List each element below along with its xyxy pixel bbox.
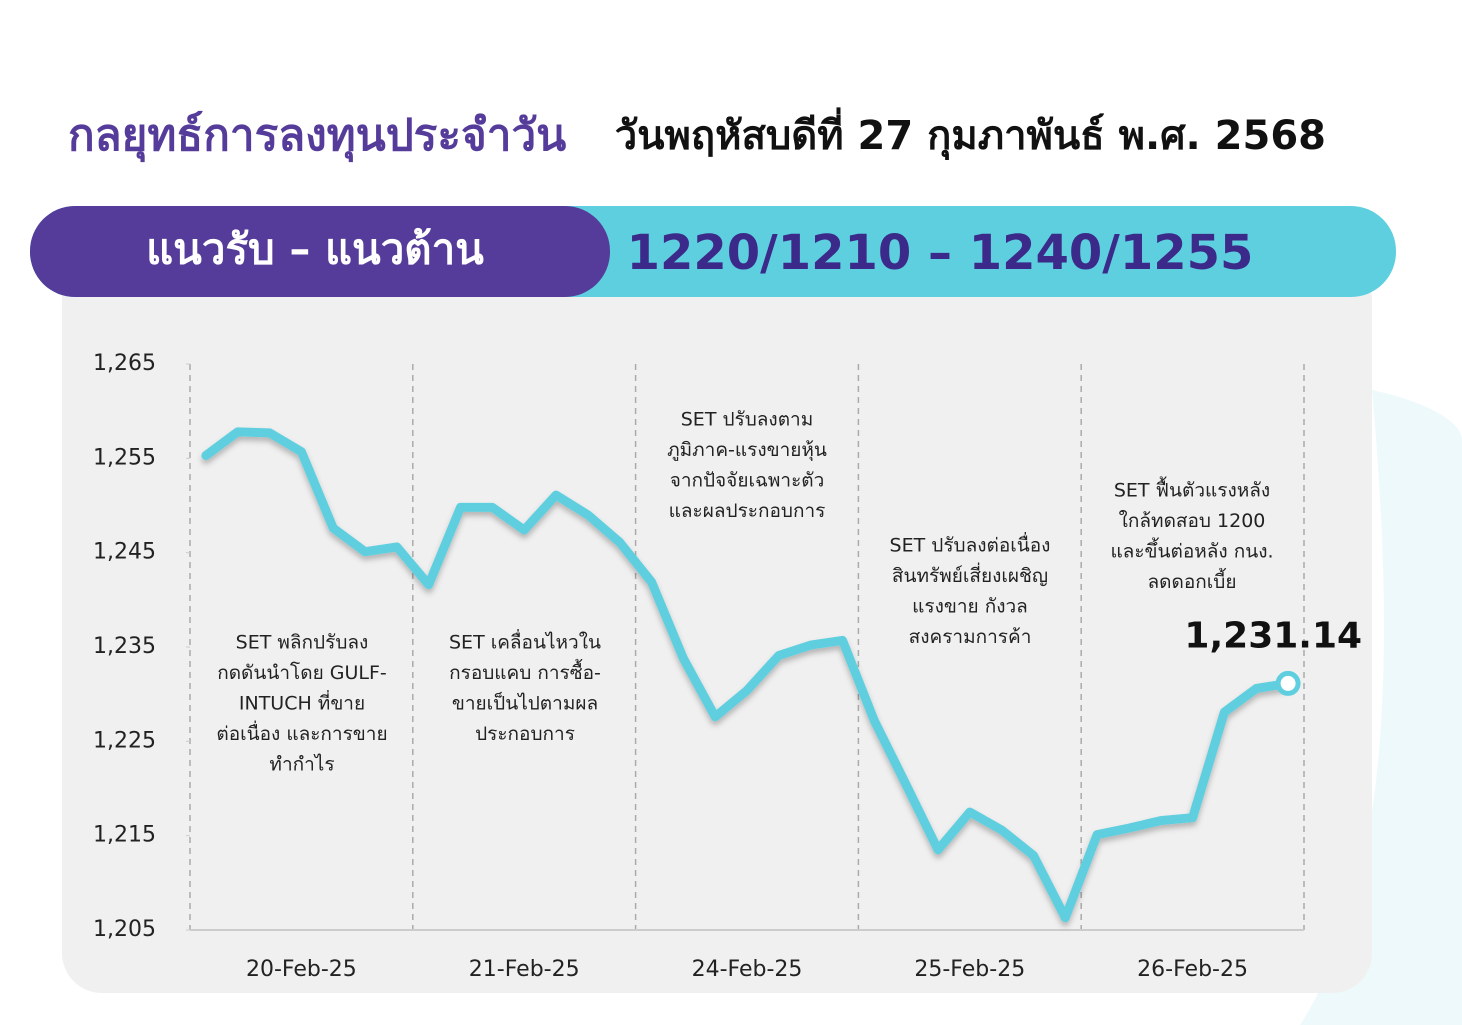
end-marker (1275, 670, 1301, 696)
annotation: ภูมิภาค-แรงขายหุ้น (667, 439, 827, 462)
annotation: กดดันนำโดย GULF- (217, 661, 387, 684)
annotation: ลดดอกเบี้ย (1148, 568, 1237, 593)
annotation: SET ฟื้นตัวแรงหลัง (1114, 477, 1270, 502)
band-value: 1220/1210 – 1240/1255 (627, 225, 1254, 281)
band-left (30, 206, 610, 297)
y-tick-label: 1,235 (93, 634, 156, 659)
x-tick-label: 25-Feb-25 (914, 957, 1025, 982)
value-label: 1,231.14 (1184, 615, 1362, 656)
date: วันพฤหัสบดีที่ 27 กุมภาพันธ์ พ.ศ. 2568 (615, 107, 1326, 161)
band-label: แนวรับ – แนวต้าน (146, 225, 484, 274)
x-tick-label: 26-Feb-25 (1137, 957, 1248, 982)
annotation: SET เคลื่อนไหวใน (449, 629, 601, 654)
decor (1300, 390, 1462, 1025)
annotation: SET พลิกปรับลง (236, 632, 369, 654)
annotation: จากปัจจัยเฉพาะตัว (670, 470, 825, 492)
annotation: ประกอบการ (475, 723, 575, 745)
line (201, 427, 1293, 923)
annotation: สงครามการค้า (909, 626, 1032, 648)
y-tick-label: 1,265 (93, 351, 156, 376)
annotation: แรงขาย กังวล (912, 596, 1028, 618)
y-tick-label: 1,245 (93, 540, 156, 565)
plot-panel (62, 260, 1372, 993)
annotation: สินทรัพย์เสี่ยงเผชิญ (892, 562, 1048, 587)
annotation: SET ปรับลงตาม (681, 409, 814, 431)
y-tick-label: 1,205 (93, 917, 156, 942)
annotation: กรอบแคบ การซื้อ- (449, 659, 601, 684)
x-tick-label: 21-Feb-25 (469, 957, 580, 982)
annotation: และผลประกอบการ (669, 500, 826, 522)
y-tick-label: 1,255 (93, 445, 156, 470)
annotation: และขึ้นต่อหลัง กนง. (1110, 538, 1273, 563)
annotation: ขายเป็นไปตามผล (452, 691, 598, 715)
x-tick-label: 20-Feb-25 (246, 957, 357, 982)
annotation: INTUCH ที่ขาย (239, 690, 365, 715)
y-tick-label: 1,225 (93, 728, 156, 753)
x-tick-label: 24-Feb-25 (692, 957, 803, 982)
annotation: ทำกำไร (269, 754, 334, 776)
y-tick-label: 1,215 (93, 823, 156, 848)
annotation: SET ปรับลงต่อเนื่อง (890, 532, 1051, 557)
annotation: ใกล้ทดสอบ 1200 (1119, 510, 1266, 532)
title: กลยุทธ์การลงทุนประจำวัน (68, 110, 566, 163)
annotation: ต่อเนื่อง และการขาย (216, 720, 387, 745)
